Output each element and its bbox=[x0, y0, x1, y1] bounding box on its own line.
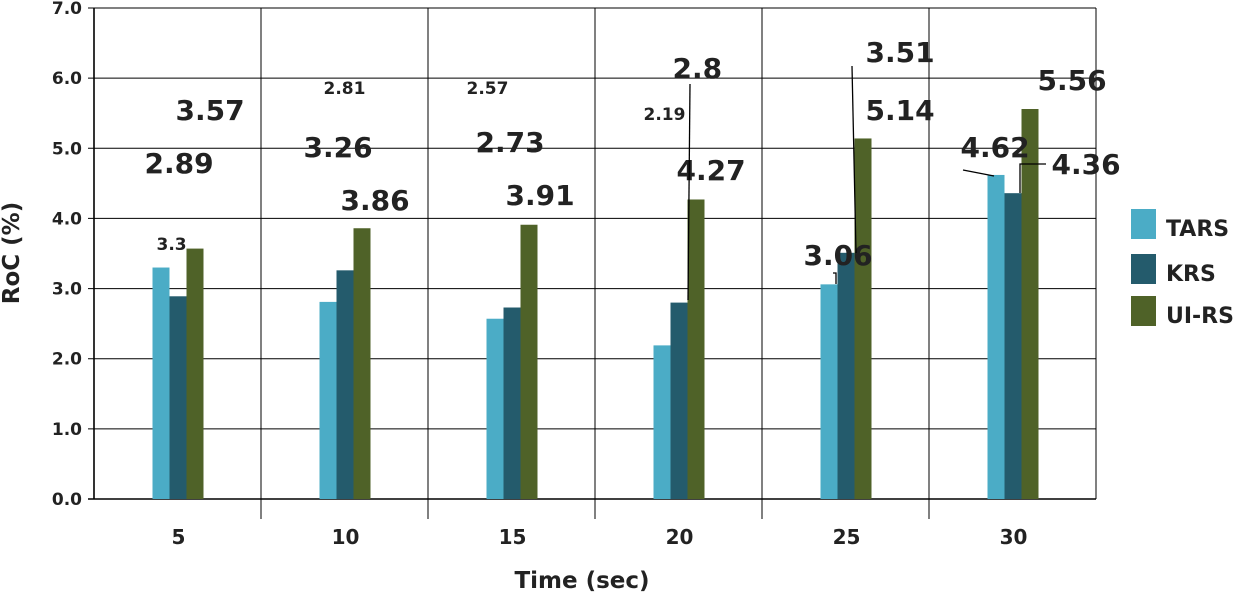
leader-line-krs-30 bbox=[1019, 163, 1046, 193]
bar-ui-rs-25 bbox=[854, 138, 872, 500]
data-label-tars-5: 3.3 bbox=[157, 235, 187, 255]
x-axis-title: Time (sec) bbox=[514, 568, 649, 594]
bar-krs-15 bbox=[503, 307, 521, 499]
y-tick-label: 0.0 bbox=[52, 490, 82, 510]
x-tick-label: 10 bbox=[332, 525, 360, 549]
data-label-krs-15: 2.73 bbox=[476, 126, 545, 159]
y-tick-label: 5.0 bbox=[52, 139, 82, 159]
y-tick-label: 7.0 bbox=[52, 0, 82, 19]
bars-layer bbox=[152, 109, 1039, 500]
legend-label-krs: KRS bbox=[1166, 262, 1216, 287]
data-label-tars-10: 2.81 bbox=[324, 79, 366, 99]
legend-label-tars: TARS bbox=[1166, 217, 1229, 242]
data-label-krs-10: 3.26 bbox=[304, 131, 373, 164]
leader-line-krs-25 bbox=[851, 65, 857, 254]
bar-krs-10 bbox=[336, 270, 354, 499]
bar-tars-20 bbox=[653, 345, 671, 499]
data-label-ui-rs-25: 5.14 bbox=[866, 94, 935, 127]
legend-swatch-krs bbox=[1131, 254, 1156, 284]
legend-swatch-ui-rs bbox=[1131, 296, 1156, 326]
data-labels-layer: 3.3 2.81 2.57 2.19 3.06 4.62 2.89 3.26 2.73 2.8 3.… bbox=[145, 36, 1121, 301]
leader-line-tars-25 bbox=[833, 272, 837, 284]
x-tick-label: 25 bbox=[833, 525, 861, 549]
bar-krs-25 bbox=[837, 252, 855, 499]
bar-krs-30 bbox=[1004, 193, 1022, 500]
x-tick-label: 20 bbox=[666, 525, 694, 549]
data-label-ui-rs-10: 3.86 bbox=[341, 184, 410, 217]
bar-tars-25 bbox=[820, 284, 838, 499]
y-tick-label: 6.0 bbox=[52, 69, 82, 89]
ticks-layer: 0.0 1.0 2.0 3.0 4.0 5.0 6.0 7.0 5 10 15 20 25 30 bbox=[52, 0, 1028, 549]
data-label-krs-30: 4.36 bbox=[1052, 148, 1121, 181]
data-label-ui-rs-20: 4.27 bbox=[677, 154, 746, 187]
bar-tars-30 bbox=[987, 174, 1005, 499]
legend-label-ui-rs: UI-RS bbox=[1166, 304, 1234, 329]
bar-tars-10 bbox=[319, 301, 337, 499]
leader-line-krs-20 bbox=[687, 83, 691, 301]
data-label-ui-rs-5: 3.57 bbox=[176, 94, 245, 127]
data-label-krs-20: 2.8 bbox=[673, 52, 723, 85]
y-tick-label: 2.0 bbox=[52, 350, 82, 370]
y-axis-title: RoC (%) bbox=[0, 202, 25, 304]
data-label-krs-25: 3.51 bbox=[866, 36, 935, 69]
data-label-ui-rs-30: 5.56 bbox=[1038, 64, 1107, 97]
grid-layer bbox=[88, 7, 1097, 519]
legend-swatch-tars bbox=[1131, 209, 1156, 239]
y-tick-label: 4.0 bbox=[52, 209, 82, 229]
data-label-krs-5: 2.89 bbox=[145, 147, 214, 180]
bar-ui-rs-15 bbox=[520, 224, 538, 499]
bar-ui-rs-5 bbox=[186, 248, 204, 499]
data-label-ui-rs-15: 3.91 bbox=[506, 179, 575, 212]
bar-krs-20 bbox=[670, 302, 688, 499]
legend: TARS KRS UI-RS bbox=[1131, 209, 1234, 329]
data-label-tars-25: 3.06 bbox=[804, 239, 873, 272]
y-tick-label: 3.0 bbox=[52, 280, 82, 300]
bar-ui-rs-20 bbox=[687, 199, 705, 500]
y-tick-label: 1.0 bbox=[52, 420, 82, 440]
bar-tars-5 bbox=[152, 267, 170, 499]
data-label-tars-30: 4.62 bbox=[961, 131, 1030, 164]
bar-krs-5 bbox=[169, 296, 187, 499]
leader-line-tars-30 bbox=[962, 169, 995, 177]
bar-ui-rs-10 bbox=[353, 228, 371, 499]
data-label-tars-20: 2.19 bbox=[644, 105, 686, 125]
x-tick-label: 30 bbox=[1000, 525, 1028, 549]
x-tick-label: 15 bbox=[499, 525, 527, 549]
bar-ui-rs-30 bbox=[1021, 109, 1039, 500]
bar-tars-15 bbox=[486, 318, 504, 499]
data-label-tars-15: 2.57 bbox=[467, 79, 509, 99]
x-tick-label: 5 bbox=[172, 525, 186, 549]
